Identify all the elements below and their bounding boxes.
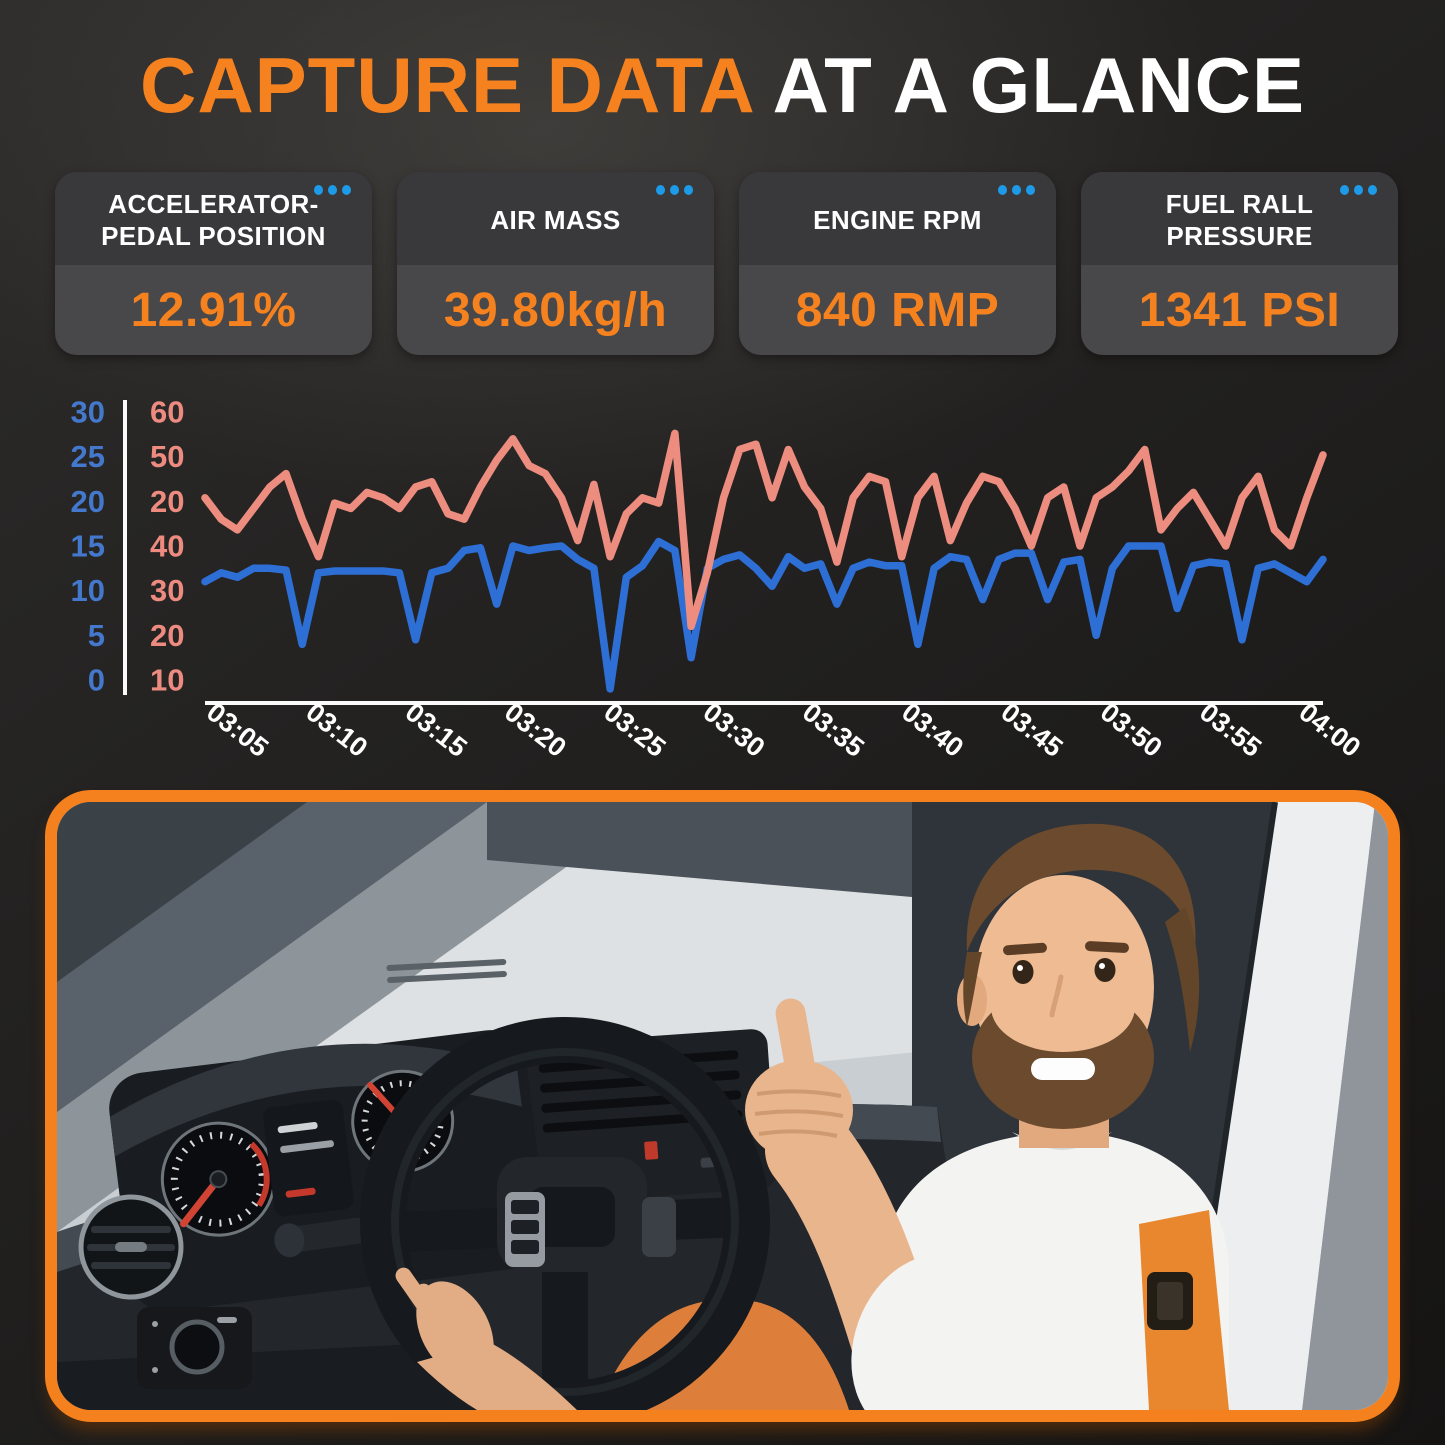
card-air-mass[interactable]: AIR MASS 39.80kg/h xyxy=(397,172,714,355)
card-label: AIR MASS xyxy=(490,204,621,235)
roof-edge xyxy=(487,802,912,897)
x-axis-tick: 03:25 xyxy=(598,697,671,763)
turn-signal-stalk xyxy=(274,1217,370,1258)
left-axis-tick: 0 xyxy=(88,663,105,698)
x-axis-tick: 03:05 xyxy=(201,697,274,763)
hazard-button xyxy=(644,1141,659,1160)
x-axis-tick: 03:20 xyxy=(499,697,572,763)
x-axis-tick: 03:45 xyxy=(995,697,1068,763)
card-label: FUEL RALL PRESSURE xyxy=(1165,188,1314,251)
card-label: ENGINE RPM xyxy=(813,204,982,235)
dot[interactable] xyxy=(1354,185,1363,195)
x-axis-tick: 03:35 xyxy=(797,697,870,763)
dot[interactable] xyxy=(1012,185,1021,195)
cluster-display xyxy=(263,1099,354,1217)
wheel-buttons xyxy=(505,1192,676,1267)
dot[interactable] xyxy=(314,185,323,195)
dot[interactable] xyxy=(684,185,693,195)
right-axis-tick: 10 xyxy=(150,663,184,698)
three-dots-icon[interactable] xyxy=(656,185,693,195)
left-axis-tick: 20 xyxy=(71,484,105,519)
three-dots-icon[interactable] xyxy=(1340,185,1377,195)
eye xyxy=(1094,958,1116,982)
nose xyxy=(1049,974,1064,1018)
left-axis-tick: 25 xyxy=(71,439,105,474)
dot[interactable] xyxy=(998,185,1007,195)
blue-line xyxy=(201,537,1327,693)
x-axis-tick: 03:55 xyxy=(1194,697,1267,763)
left-axis-tick: 15 xyxy=(71,529,105,564)
card-engine-rpm[interactable]: ENGINE RPM 840 RMP xyxy=(739,172,1056,355)
x-axis-tick: 03:30 xyxy=(698,697,771,763)
card-value: 12.91% xyxy=(130,283,297,337)
defroster-vent xyxy=(386,959,507,983)
dot[interactable] xyxy=(328,185,337,195)
light-switch-panel xyxy=(137,1307,252,1389)
driver-photo-illustration xyxy=(57,802,1388,1410)
left-axis-tick: 30 xyxy=(71,395,105,430)
card-value: 1341 PSI xyxy=(1138,283,1341,337)
dot[interactable] xyxy=(1340,185,1349,195)
salmon-line xyxy=(201,429,1327,631)
sleeve xyxy=(851,1254,1007,1410)
right-axis-tick: 30 xyxy=(150,573,184,608)
title-rest: AT A GLANCE xyxy=(752,41,1306,129)
left-axis-tick: 10 xyxy=(71,573,105,608)
card-label: ACCELERATOR- PEDAL POSITION xyxy=(101,188,326,251)
dot[interactable] xyxy=(342,185,351,195)
dot[interactable] xyxy=(656,185,665,195)
driver-photo-frame xyxy=(45,790,1400,1422)
eyebrow xyxy=(1085,941,1129,953)
x-axis-tick: 03:10 xyxy=(300,697,373,763)
air-vent-icon xyxy=(78,1194,184,1300)
x-axis-tick: 03:50 xyxy=(1095,697,1168,763)
three-dots-icon[interactable] xyxy=(314,185,351,195)
right-axis-tick: 60 xyxy=(150,395,184,430)
right-axis-tick: 20 xyxy=(150,484,184,519)
metric-cards: ACCELERATOR- PEDAL POSITION 12.91% AIR M… xyxy=(55,172,1398,355)
dot[interactable] xyxy=(1026,185,1035,195)
x-axis-tick: 03:15 xyxy=(400,697,473,763)
right-axis-tick: 20 xyxy=(150,618,184,653)
title-highlight: CAPTURE DATA xyxy=(139,41,753,129)
orange-strap xyxy=(1139,1210,1229,1410)
speedo-needle xyxy=(180,1175,222,1228)
three-dots-icon[interactable] xyxy=(998,185,1035,195)
card-value: 39.80kg/h xyxy=(443,283,668,337)
left-axis-tick: 5 xyxy=(88,618,105,653)
hand-on-wheel xyxy=(395,1267,577,1410)
driver-head xyxy=(957,823,1200,1129)
eyebrow xyxy=(1003,942,1047,956)
right-axis-tick: 40 xyxy=(150,529,184,564)
dot[interactable] xyxy=(670,185,679,195)
card-accelerator-pedal-position[interactable]: ACCELERATOR- PEDAL POSITION 12.91% xyxy=(55,172,372,355)
right-axis-tick: 50 xyxy=(150,439,184,474)
card-fuel-rail-pressure[interactable]: FUEL RALL PRESSURE 1341 PSI xyxy=(1081,172,1398,355)
card-header: AIR MASS xyxy=(397,172,714,265)
eye xyxy=(1012,960,1034,984)
hair xyxy=(966,823,1196,952)
x-axis-tick: 04:00 xyxy=(1293,697,1366,763)
x-axis-tick: 03:40 xyxy=(896,697,969,763)
smile xyxy=(1031,1058,1095,1080)
driver xyxy=(745,823,1229,1410)
page-title: CAPTURE DATA AT A GLANCE xyxy=(0,40,1445,131)
card-value: 840 RMP xyxy=(795,283,1000,337)
dot[interactable] xyxy=(1368,185,1377,195)
thumbs-up-arm xyxy=(745,998,1007,1410)
